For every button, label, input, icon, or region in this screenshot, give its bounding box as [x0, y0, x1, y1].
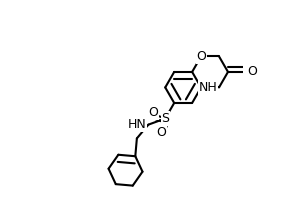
Text: HN: HN	[128, 118, 147, 131]
Text: O: O	[148, 106, 158, 119]
Text: S: S	[161, 112, 169, 125]
Text: O: O	[248, 65, 258, 78]
Text: O: O	[196, 50, 206, 63]
Text: NH: NH	[199, 81, 217, 94]
Text: O: O	[156, 126, 166, 139]
